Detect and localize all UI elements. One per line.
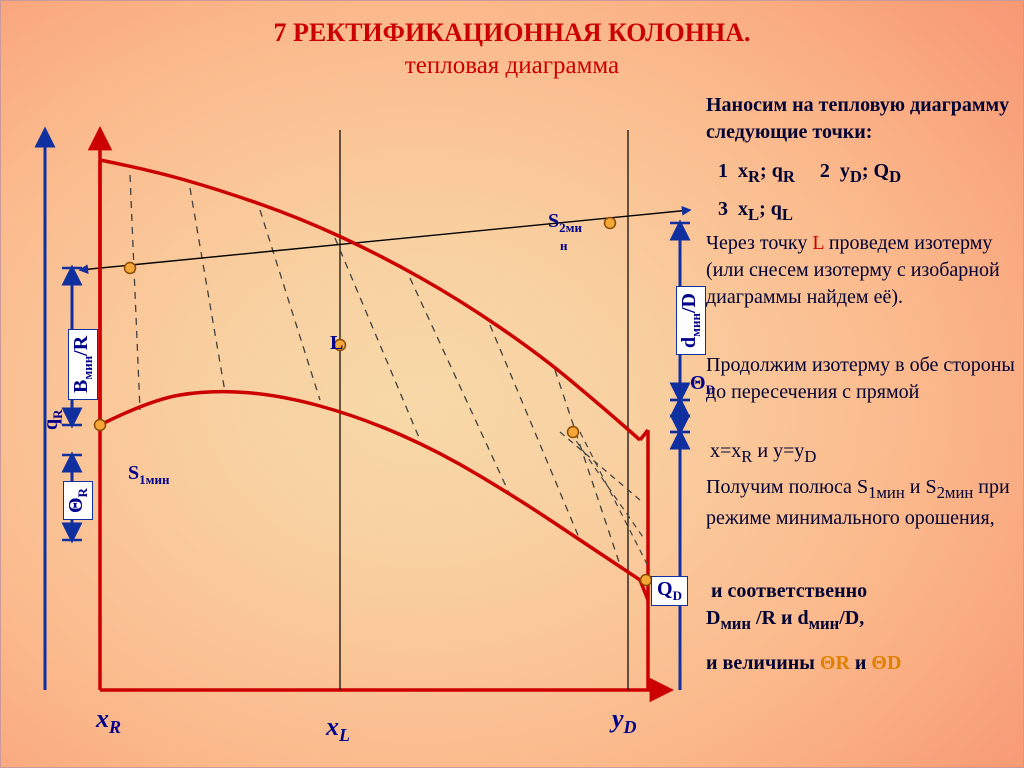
point-label-S2: S2ми <box>548 210 582 236</box>
side-point-3: 3 xL; qL <box>718 196 793 227</box>
dim-label-ThetaR: ΘR <box>63 481 93 520</box>
axis-label-xR: xR <box>96 704 121 738</box>
side-points-12: 1 xR; qR 2 yD; QD <box>718 158 1024 189</box>
dim-label-QD: QD <box>651 576 688 606</box>
side-para-3: Получим полюса S1мин и S2мин при режиме … <box>706 474 1016 532</box>
side-para-5: и величины ΘR и ΘD <box>706 650 1016 677</box>
point-label-S1: S1мин <box>128 462 169 488</box>
axis-label-yD: yD <box>612 704 637 738</box>
point-label-S2-2: н <box>560 238 568 254</box>
side-intro: Наносим на тепловую диаграмму следующие … <box>706 92 1016 146</box>
side-para-2b: x=xR и y=yD <box>710 438 1020 469</box>
dim-label-qR: qR <box>40 409 66 430</box>
axis-label-xL: xL <box>326 712 350 746</box>
point-label-L: L <box>330 332 343 358</box>
side-para-1: Через точку L проведем изотерму (или сне… <box>706 230 1016 311</box>
side-para-4: и соответственноDмин /R и dмин/D, <box>706 578 1016 636</box>
dim-label-Bmin: Bмин/R <box>68 329 98 400</box>
side-para-2: Продолжим изотерму в обе стороны до пере… <box>706 352 1016 406</box>
dim-label-dmin: dмин/D <box>676 286 706 355</box>
